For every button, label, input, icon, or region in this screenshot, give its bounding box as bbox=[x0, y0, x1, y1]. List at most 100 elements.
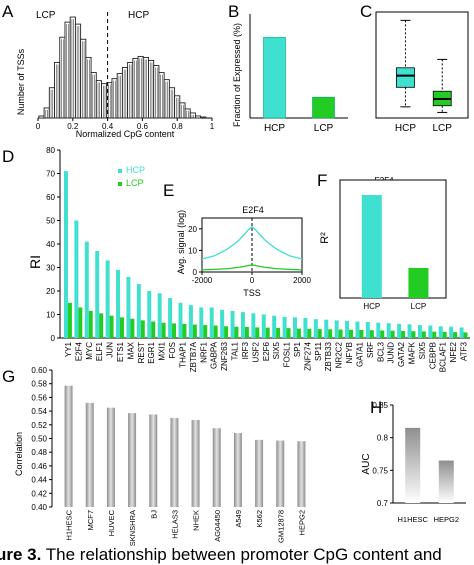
histogram-bar bbox=[59, 36, 66, 119]
x-tick-label-egr1: EGR1 bbox=[147, 341, 156, 363]
x-tick-label-a549: A549 bbox=[234, 510, 243, 528]
histogram-bar bbox=[85, 56, 92, 119]
bar-hcp-max bbox=[126, 276, 131, 338]
histogram-bar bbox=[158, 72, 165, 119]
bar-hcp-srf bbox=[365, 322, 370, 338]
bar-hcp-tal1 bbox=[230, 310, 235, 338]
bar-hcp-egr1 bbox=[147, 291, 152, 338]
bar-lcp-gata2 bbox=[401, 330, 406, 338]
bar-lcp-sp11 bbox=[317, 329, 322, 338]
bar-lcp-yy1 bbox=[67, 302, 72, 338]
bar-lcp-cebpb bbox=[432, 331, 437, 338]
x-tick-label-zbtb33: ZBTB33 bbox=[324, 341, 333, 371]
x-tick-label-nrf1: NRF1 bbox=[199, 341, 208, 362]
bar-hcp-cebpb bbox=[428, 325, 433, 338]
histogram-bar bbox=[116, 73, 123, 119]
panel-g-y-tick-label: 0.44 bbox=[31, 476, 47, 485]
bar-hcp-jund bbox=[386, 323, 391, 338]
histogram-bar bbox=[111, 78, 118, 119]
panel-b-ylabel: Fraction of Expressed (%) bbox=[232, 23, 242, 127]
bar-lcp-bclaf1 bbox=[442, 331, 447, 338]
bar-hcp-nr2c2 bbox=[334, 320, 339, 338]
bar-k562 bbox=[255, 439, 264, 507]
bar-hcp-znf263 bbox=[220, 309, 225, 338]
x-tick-label-sp11: SP11 bbox=[314, 341, 323, 361]
bar-bj bbox=[149, 414, 158, 507]
panel-h-y-tick-label: 0.85 bbox=[372, 401, 388, 410]
panel-h-y-tick-label: 0.7 bbox=[377, 499, 389, 508]
histogram-bar bbox=[163, 79, 170, 119]
x-tick-label-zbtb7a: ZBTB7A bbox=[189, 341, 198, 372]
bar-lcp-fosl1 bbox=[286, 328, 291, 338]
panel-e-x-tick-label: 2000 bbox=[293, 276, 311, 285]
x-tick-label-fosl1: FOSL1 bbox=[283, 341, 292, 367]
panel-f-ylabel: R² bbox=[319, 232, 331, 244]
x-tick-label-usf2: USF2 bbox=[251, 341, 260, 362]
bar-hcp-usf2 bbox=[251, 313, 256, 338]
panel-a-histogram: LCP HCP Number of TSSs Normalized CpG co… bbox=[16, 10, 215, 139]
panel-e-x-tick-label: -2000 bbox=[192, 276, 213, 285]
x-tick-label-nhek: NHEK bbox=[192, 510, 201, 531]
x-tick-label-mafk: MAFK bbox=[407, 341, 416, 364]
panel-b-bar-chart: Fraction of Expressed (%) HCP LCP bbox=[232, 14, 348, 134]
bar-lcp bbox=[312, 96, 335, 119]
panel-d-y-tick-label: 60 bbox=[46, 193, 55, 202]
bar-hcp-sp11 bbox=[313, 319, 318, 338]
bar-lcp-max bbox=[130, 318, 135, 338]
histogram-bar bbox=[69, 16, 76, 119]
x-tick-label-ets1: ETS1 bbox=[116, 341, 125, 362]
x-tick-label-gabpa: GABPA bbox=[210, 341, 219, 369]
panel-d-ylabel: RI bbox=[27, 255, 43, 269]
bar-hcp-nfyb bbox=[345, 320, 350, 338]
x-tick-label-hcp: HCP bbox=[395, 123, 416, 134]
bar-lcp-jund bbox=[390, 330, 395, 338]
panel-d-y-tick-label: 80 bbox=[46, 146, 55, 155]
panel-g-ylabel: Correlation bbox=[14, 432, 24, 476]
histogram-bar bbox=[153, 65, 160, 119]
bar-hcp-znf274 bbox=[303, 318, 308, 338]
panel-g-y-tick-label: 0.60 bbox=[31, 366, 47, 375]
bar-hcp-rest bbox=[136, 283, 141, 338]
histogram-bar bbox=[101, 83, 108, 119]
bar-lcp-mxi1 bbox=[161, 322, 166, 338]
panel-g-y-tick-label: 0.40 bbox=[31, 503, 47, 512]
x-tick-label-hepg2: HEPG2 bbox=[434, 515, 459, 524]
x-tick-label-jun: JUN bbox=[106, 342, 115, 358]
x-tick-label-hepg2: HEPG2 bbox=[297, 510, 306, 535]
bar-lcp-elf1 bbox=[99, 313, 104, 338]
panel-g-y-tick-label: 0.54 bbox=[31, 407, 47, 416]
bar-nhek bbox=[191, 420, 200, 507]
bar-hcp-gabpa bbox=[209, 307, 214, 338]
panel-a-x-tick-label: 0.2 bbox=[67, 122, 79, 131]
panel-g-y-tick-label: 0.48 bbox=[31, 448, 47, 457]
panel-a-x-tick-label: 0.6 bbox=[137, 122, 149, 131]
bar-lcp-e2f4 bbox=[78, 307, 83, 338]
panel-label-c: C bbox=[360, 2, 372, 21]
bar-lcp-atf3 bbox=[463, 332, 468, 338]
panel-a-x-tick-label: 1 bbox=[210, 122, 215, 131]
panel-label-d: D bbox=[2, 147, 14, 166]
x-tick-label-sp1: SP1 bbox=[293, 341, 302, 357]
panel-d-y-tick-label: 10 bbox=[46, 311, 55, 320]
bar-hcp-gata2 bbox=[397, 323, 402, 338]
bar-hepg2 bbox=[297, 441, 306, 507]
bar-lcp-tal1 bbox=[234, 326, 239, 338]
x-tick-label-rest: REST bbox=[137, 342, 146, 363]
panel-label-a: A bbox=[2, 2, 14, 21]
x-tick-label-helas3: HELAS3 bbox=[170, 510, 179, 539]
x-tick-label-lcp: LCP bbox=[433, 123, 453, 134]
panel-c-boxplot: HCP LCP bbox=[375, 11, 469, 134]
x-tick-label-myc: MYC bbox=[85, 342, 94, 360]
panel-a-x-tick-label: 0.4 bbox=[102, 122, 114, 131]
bar-lcp-srf bbox=[369, 330, 374, 338]
legend-marker-lcp bbox=[118, 182, 122, 186]
bar-lcp-egr1 bbox=[151, 321, 156, 338]
bar-hcp-gata1 bbox=[355, 321, 360, 338]
bar-h1hesc bbox=[405, 427, 421, 503]
x-tick-label-tal1: TAL1 bbox=[231, 341, 240, 360]
line-hcp bbox=[201, 225, 303, 260]
bar-lcp-nr2c2 bbox=[338, 329, 343, 338]
